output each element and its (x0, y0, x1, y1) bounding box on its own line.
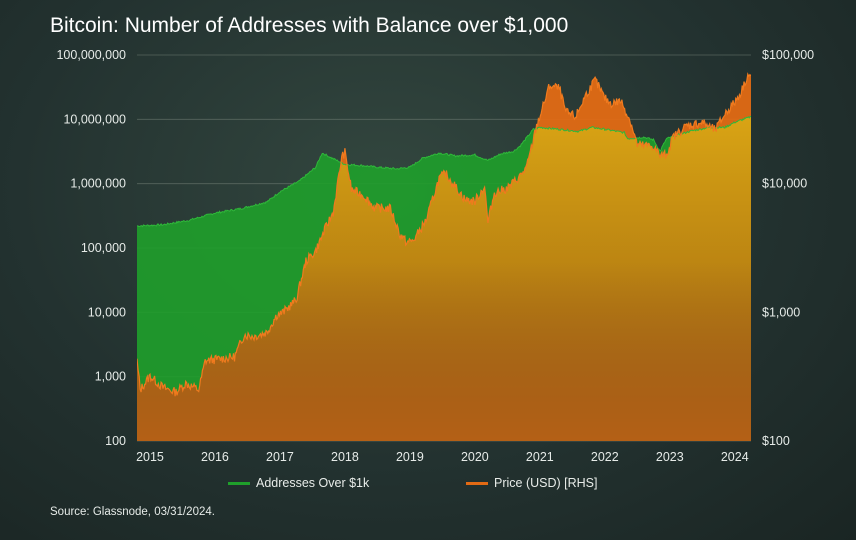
left-tick-label: 10,000 (88, 305, 126, 319)
x-tick-label: 2017 (266, 450, 294, 464)
legend-item-price: Price (USD) [RHS] (466, 476, 597, 490)
left-tick-label: 100,000 (81, 241, 126, 255)
legend-label-price: Price (USD) [RHS] (494, 476, 598, 490)
x-tick-label: 2021 (526, 450, 554, 464)
source-note: Source: Glassnode, 03/31/2024. (50, 506, 215, 518)
x-tick-label: 2015 (136, 450, 164, 464)
x-tick-label: 2018 (331, 450, 359, 464)
left-tick-label: 10,000,000 (63, 112, 126, 126)
right-tick-label: $10,000 (762, 177, 807, 191)
left-tick-label: 1,000 (95, 370, 126, 384)
x-tick-label: 2024 (721, 450, 749, 464)
right-tick-label: $100,000 (762, 48, 814, 62)
x-tick-label: 2019 (396, 450, 424, 464)
series-line-addresses (137, 115, 751, 228)
x-tick-label: 2020 (461, 450, 489, 464)
left-tick-label: 100,000,000 (56, 48, 126, 62)
legend-item-addresses: Addresses Over $1k (228, 476, 369, 490)
legend-label-addresses: Addresses Over $1k (256, 476, 370, 490)
legend-swatch-price (466, 481, 488, 485)
x-tick-label: 2016 (201, 450, 229, 464)
x-axis-ticks: 2015 2016 2017 2018 2019 2020 2021 2022 2023 2024 (136, 450, 749, 464)
right-tick-label: $1,000 (762, 305, 800, 319)
plot-area (137, 72, 751, 441)
series-overlap-fill (137, 116, 751, 441)
chart-title: Bitcoin: Number of Addresses with Balanc… (50, 14, 569, 37)
legend-swatch-addresses (228, 481, 250, 485)
left-tick-label: 100 (105, 434, 126, 448)
x-tick-label: 2022 (591, 450, 619, 464)
left-tick-label: 1,000,000 (70, 177, 126, 191)
x-tick-label: 2023 (656, 450, 684, 464)
left-axis-ticks: 100,000,000 10,000,000 1,000,000 100,000 10,… (56, 48, 126, 448)
series-line-price (137, 72, 751, 397)
right-axis-ticks: $100,000 $10,000 $1,000 $100 (762, 48, 814, 448)
right-tick-label: $100 (762, 434, 790, 448)
